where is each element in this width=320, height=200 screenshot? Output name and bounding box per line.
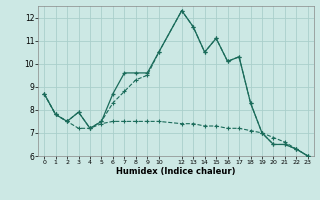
X-axis label: Humidex (Indice chaleur): Humidex (Indice chaleur) — [116, 167, 236, 176]
